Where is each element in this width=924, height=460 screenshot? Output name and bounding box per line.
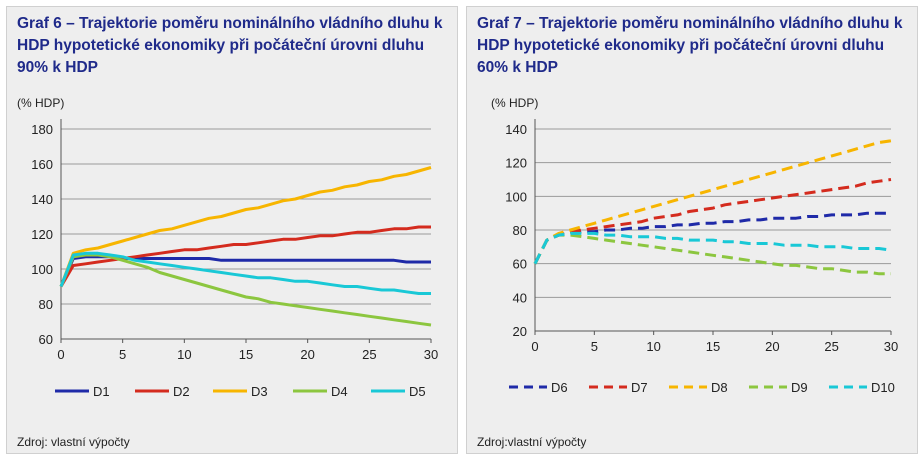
- y-tick-label: 120: [505, 156, 527, 171]
- legend-label-d2: D2: [173, 384, 190, 399]
- y-axis-label: (% HDP): [491, 96, 538, 110]
- y-tick-label: 140: [31, 192, 53, 207]
- x-tick-label: 20: [765, 339, 779, 354]
- x-tick-label: 25: [362, 347, 376, 362]
- series-line-d3: [59, 166, 432, 288]
- x-tick-label: 10: [646, 339, 660, 354]
- legend-label-d6: D6: [551, 380, 568, 395]
- y-tick-label: 180: [31, 122, 53, 137]
- chart-panel-graf-6: Graf 6 – Trajektorie poměru nominálního …: [6, 6, 458, 454]
- legend-label-d3: D3: [251, 384, 268, 399]
- y-tick-label: 40: [513, 290, 527, 305]
- y-tick-label: 160: [31, 157, 53, 172]
- series-line-d7: [533, 178, 892, 265]
- x-tick-label: 30: [424, 347, 438, 362]
- series-line-d6: [533, 211, 891, 265]
- y-tick-label: 20: [513, 324, 527, 339]
- legend-label-d10: D10: [871, 380, 895, 395]
- legend-label-d9: D9: [791, 380, 808, 395]
- series-line-d9: [533, 233, 891, 276]
- legend-label-d1: D1: [93, 384, 110, 399]
- series-line-d5: [59, 251, 431, 295]
- legend-label-d8: D8: [711, 380, 728, 395]
- series-line-d2: [59, 225, 431, 288]
- x-tick-label: 20: [300, 347, 314, 362]
- line-chart-graf-7: (% HDP) 20 40 60 80 100 120 140 0 5 10 15 20 25 30 D6 D7…: [491, 96, 898, 395]
- x-tick-label: 0: [57, 347, 64, 362]
- x-tick-label: 10: [177, 347, 191, 362]
- y-tick-label: 140: [505, 122, 527, 137]
- source-note: Zdroj:vlastní výpočty: [477, 435, 587, 449]
- line-chart-graf-6: (% HDP) 60 80 100 120 140 160 180 0 5 10 15 20 25 30 D1…: [17, 96, 438, 399]
- chart-title: Graf 7 – Trajektorie poměru nominálního …: [477, 15, 903, 76]
- source-note: Zdroj: vlastní výpočty: [17, 435, 130, 449]
- legend-label-d7: D7: [631, 380, 648, 395]
- y-axis-label: (% HDP): [17, 96, 64, 110]
- series-line-d1: [59, 255, 431, 288]
- series-line-d10: [533, 231, 892, 265]
- x-tick-label: 15: [239, 347, 253, 362]
- y-tick-label: 100: [31, 262, 53, 277]
- legend-label-d5: D5: [409, 384, 426, 399]
- series-line-d4: [59, 253, 432, 327]
- y-tick-label: 80: [513, 223, 527, 238]
- y-tick-label: 120: [31, 227, 53, 242]
- y-tick-label: 60: [39, 332, 53, 347]
- x-tick-label: 25: [824, 339, 838, 354]
- chart-title: Graf 6 – Trajektorie poměru nominálního …: [17, 15, 443, 76]
- series-line-d8: [533, 139, 892, 265]
- x-tick-label: 5: [119, 347, 126, 362]
- y-tick-label: 80: [39, 297, 53, 312]
- y-tick-label: 100: [505, 189, 527, 204]
- y-tick-label: 60: [513, 257, 527, 272]
- x-tick-label: 0: [531, 339, 538, 354]
- x-tick-label: 5: [591, 339, 598, 354]
- chart-panel-graf-7: Graf 7 – Trajektorie poměru nominálního …: [466, 6, 918, 454]
- x-tick-label: 15: [706, 339, 720, 354]
- legend-label-d4: D4: [331, 384, 348, 399]
- x-tick-label: 30: [884, 339, 898, 354]
